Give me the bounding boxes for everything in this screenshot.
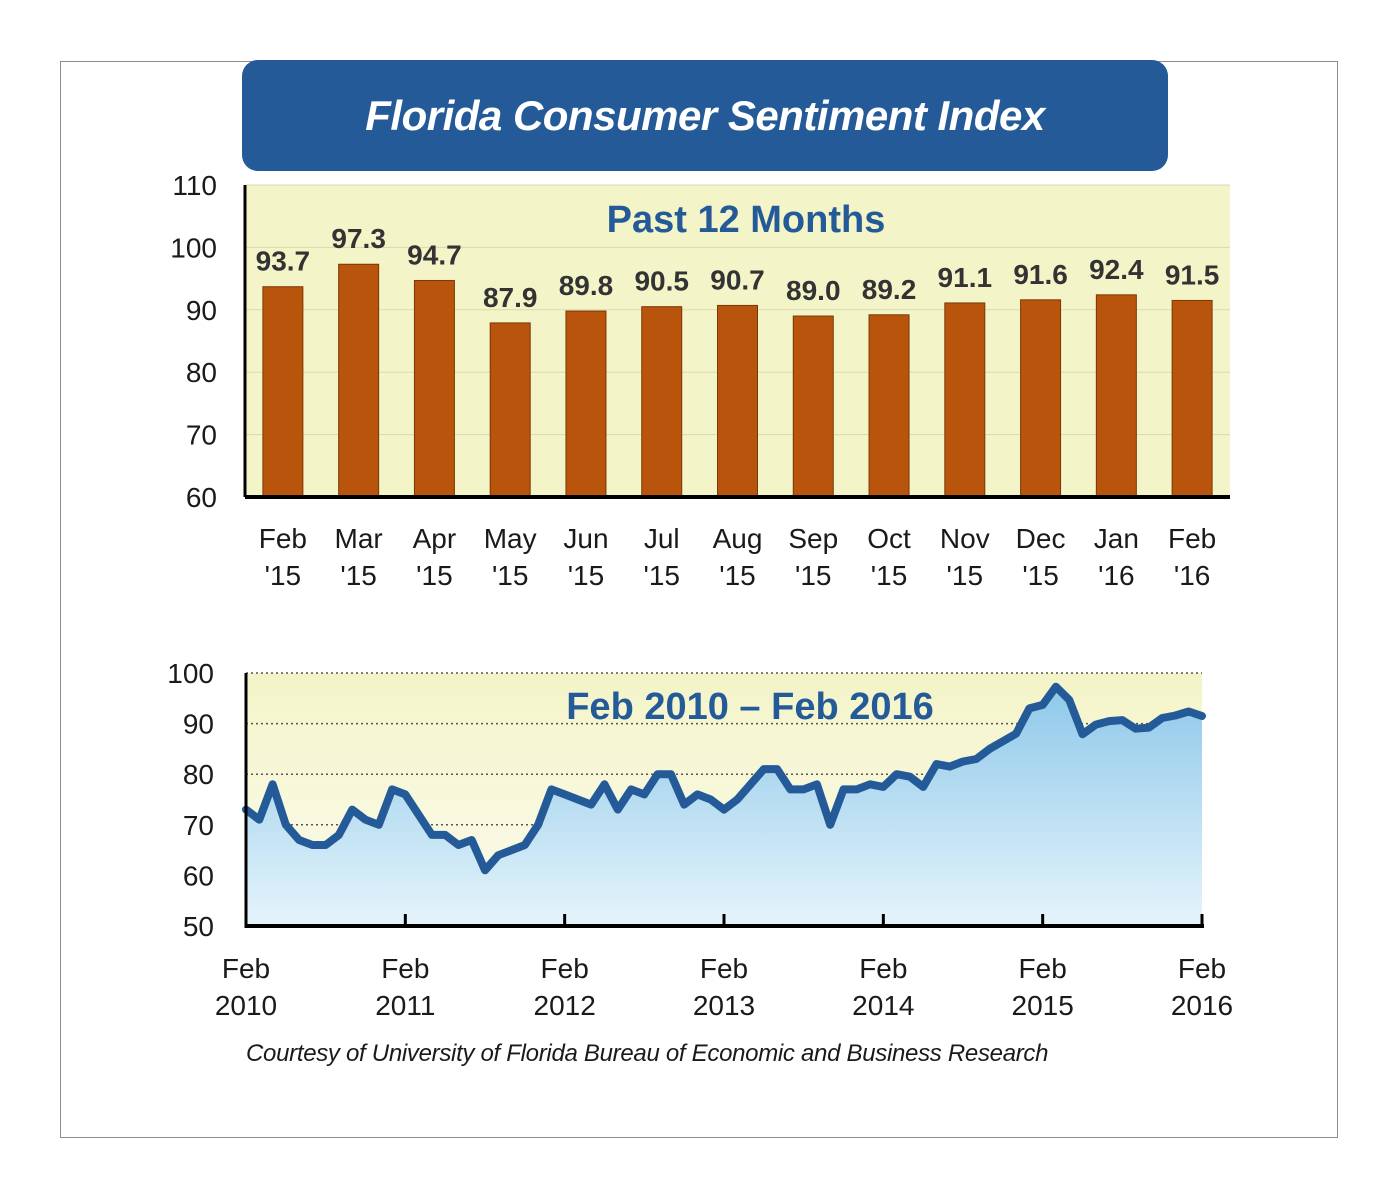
bar	[338, 263, 380, 498]
x-tick-label: Feb	[1168, 523, 1216, 554]
area-chart-title: Feb 2010 – Feb 2016	[566, 686, 934, 728]
bar	[1171, 299, 1213, 498]
bar	[413, 279, 455, 498]
x-tick-label: 2015	[1012, 990, 1074, 1021]
data-label: 94.7	[407, 239, 462, 270]
x-tick-label: '15	[643, 560, 680, 591]
x-tick-label: '15	[1022, 560, 1059, 591]
x-tick-label: Feb	[700, 953, 748, 984]
x-tick-label: Feb	[222, 953, 270, 984]
data-label: 89.2	[862, 274, 917, 305]
x-tick-label: '15	[795, 560, 832, 591]
y-tick-label: 70	[186, 420, 217, 451]
x-tick-label: Apr	[413, 523, 457, 554]
y-tick-label: 100	[167, 658, 214, 689]
x-tick-label: '15	[416, 560, 453, 591]
data-label: 89.0	[786, 275, 841, 306]
x-tick-label: '15	[340, 560, 377, 591]
y-tick-label: 70	[183, 810, 214, 841]
x-tick-label: '15	[265, 560, 302, 591]
data-label: 89.8	[559, 270, 614, 301]
data-label: 90.5	[634, 266, 689, 297]
area-fill	[246, 686, 1202, 926]
data-label: 92.4	[1089, 254, 1144, 285]
data-label: 91.1	[938, 262, 993, 293]
x-tick-label: '15	[492, 560, 529, 591]
bar	[489, 322, 531, 498]
title-banner: Florida Consumer Sentiment Index	[242, 60, 1168, 171]
x-tick-label: '15	[568, 560, 605, 591]
x-tick-label: 2016	[1171, 990, 1233, 1021]
x-tick-label: 2010	[215, 990, 277, 1021]
y-tick-label: 60	[183, 860, 214, 891]
x-tick-label: Sep	[788, 523, 838, 554]
data-label: 90.7	[710, 264, 765, 295]
bar	[1020, 299, 1062, 498]
data-label: 87.9	[483, 282, 538, 313]
x-tick-label: Feb	[541, 953, 589, 984]
x-tick-label: '16	[1098, 560, 1135, 591]
x-tick-label: Jul	[644, 523, 680, 554]
x-tick-label: '15	[947, 560, 984, 591]
y-tick-label: 60	[186, 482, 217, 513]
x-tick-label: Nov	[940, 523, 990, 554]
bar-chart: 60 70 80 90 100 110 93.7 Feb '15 97.3 Mar '15 94.7 Ap…	[170, 170, 1230, 591]
x-tick-label: 2014	[852, 990, 914, 1021]
area-chart: 50 60 70 80 90 100 Feb 2010 Feb 2011 Feb 2012 Feb 201…	[167, 658, 1233, 1021]
bar-chart-title: Past 12 Months	[607, 199, 886, 241]
bar	[717, 304, 758, 498]
data-label: 97.3	[331, 223, 386, 254]
x-tick-label: 2011	[375, 990, 435, 1021]
x-tick-label: Dec	[1016, 523, 1066, 554]
data-label: 91.6	[1013, 259, 1068, 290]
data-label: 93.7	[256, 246, 311, 277]
x-tick-label: Feb	[1019, 953, 1067, 984]
bar	[1095, 294, 1137, 498]
y-tick-label: 80	[183, 759, 214, 790]
bar	[565, 310, 607, 498]
page-title: Florida Consumer Sentiment Index	[365, 91, 1045, 139]
y-tick-label: 80	[186, 357, 217, 388]
y-tick-label: 100	[170, 232, 217, 263]
x-tick-label: 2012	[534, 990, 596, 1021]
y-tick-label: 110	[172, 170, 217, 201]
series-line	[242, 682, 1206, 875]
data-label: 91.5	[1165, 259, 1220, 290]
bar	[944, 302, 986, 498]
x-tick-label: Jan	[1094, 523, 1139, 554]
x-tick-label: '16	[1174, 560, 1211, 591]
x-tick-label: Jun	[563, 523, 608, 554]
x-tick-label: Aug	[713, 523, 763, 554]
x-tick-label: Oct	[867, 523, 911, 554]
x-tick-label: '15	[719, 560, 756, 591]
x-tick-label: May	[484, 523, 537, 554]
bar	[262, 286, 304, 498]
x-tick-label: Feb	[381, 953, 429, 984]
x-tick-label: Feb	[259, 523, 307, 554]
x-tick-label: '15	[871, 560, 908, 591]
y-tick-label: 50	[183, 911, 214, 942]
bar	[641, 306, 683, 498]
y-tick-label: 90	[186, 295, 217, 326]
x-tick-label: 2013	[693, 990, 755, 1021]
credit-text: Courtesy of University of Florida Bureau…	[246, 1040, 1049, 1067]
x-tick-label: Feb	[1178, 953, 1226, 984]
x-tick-label: Mar	[335, 523, 383, 554]
x-tick-label: Feb	[859, 953, 907, 984]
y-tick-label: 90	[183, 709, 214, 740]
